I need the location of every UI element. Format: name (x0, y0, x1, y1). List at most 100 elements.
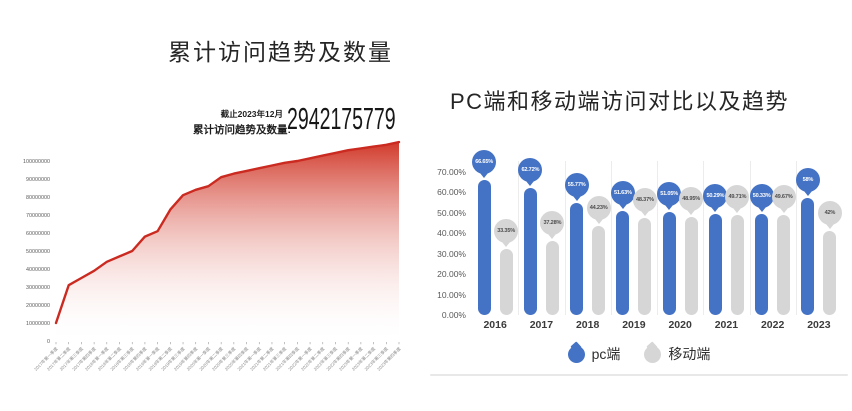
stat-label: 累计访问趋势及数量: (193, 124, 291, 136)
mobile-bar-2020 (684, 216, 698, 315)
pc-bar-2021 (708, 213, 722, 315)
bar-chart-y-axis: 70.00% 60.00% 50.00% 40.00% 30.00% 20.00% 10.0… (432, 140, 466, 321)
mobile-value-bubble-2019: 48.37% (632, 187, 657, 216)
y-axis-tick-label: 70000000 (26, 213, 50, 219)
mobile-bar-2016 (499, 248, 513, 315)
pc-bar-2018 (570, 202, 584, 315)
year-group-2020: 51.05% 48.95% (657, 140, 704, 315)
y-axis-tick-label: 80000000 (26, 195, 50, 201)
bar-y-tick-label: 50.00% (437, 207, 466, 218)
mobile-bar-column: 37.28% (540, 140, 565, 315)
bar-y-tick-label: 0.00% (441, 310, 466, 320)
year-label-2017: 2017 (529, 319, 554, 331)
mobile-value-bubble-2021: 49.71% (725, 185, 750, 214)
pc-mobile-panel: PC端和移动端访问对比以及趋势 70.00% 60.00% 50.00% 40.00%… (426, 0, 852, 411)
year-group-2022: 50.33% 49.67% (749, 140, 796, 315)
pc-bar-2022 (755, 213, 769, 315)
year-label-2022: 2022 (760, 319, 785, 331)
pc-bar-column: 51.05% (657, 140, 682, 315)
pc-bar-2017 (523, 188, 537, 315)
mobile-value-bubble-2023: 42% (817, 200, 842, 229)
cumulative-area-chart: 1000000009000000080000000700000006000000… (23, 140, 403, 372)
left-chart-title: 累计访问趋势及数量 (168, 39, 393, 65)
pc-bar-column: 55.77% (564, 140, 589, 315)
mobile-bar-2021 (730, 215, 744, 315)
year-label-2020: 2020 (668, 319, 692, 331)
bar-y-tick-label: 60.00% (437, 187, 466, 197)
pc-bar-column: 50.29% (703, 140, 728, 315)
y-axis-tick-label: 0 (47, 339, 50, 345)
mobile-bar-column: 49.71% (725, 140, 750, 315)
area-fill (56, 142, 399, 341)
bar-groups: 66.65% 33.35% 62.72% 37.28% 55.77% 44.23% 51.6… (472, 140, 842, 315)
pc-bar-column: 50.33% (749, 140, 774, 315)
year-label-2018: 2018 (575, 319, 600, 331)
pc-bar-column: 62.72% (518, 140, 543, 315)
bar-y-tick-label: 10.00% (437, 289, 466, 300)
year-group-2017: 62.72% 37.28% (518, 140, 565, 315)
pc-value-bubble-2020: 51.05% (657, 182, 682, 211)
pc-legend-marker-icon (567, 345, 585, 363)
year-label-2019: 2019 (622, 319, 646, 331)
year-group-2021: 50.29% 49.71% (703, 140, 750, 315)
mobile-bar-column: 44.23% (586, 140, 611, 315)
trend-line (54, 140, 401, 325)
pc-value-bubble-2019: 51.63% (610, 181, 635, 210)
legend-item-mobile: 移动端 (644, 344, 710, 364)
bar-y-tick-label: 70.00% (437, 166, 466, 177)
year-label-2016: 2016 (483, 319, 507, 331)
pc-mobile-bar-chart: 70.00% 60.00% 50.00% 40.00% 30.00% 20.00% 10.0… (432, 140, 846, 364)
legend-label-mobile: 移动端 (668, 346, 711, 362)
mobile-value-bubble-2017: 37.28% (540, 210, 565, 239)
bar-y-tick-label: 30.00% (437, 248, 466, 259)
mobile-bar-column: 49.67% (771, 140, 796, 315)
mobile-value-bubble-2022: 49.67% (771, 185, 796, 214)
year-label-2021: 2021 (714, 319, 739, 331)
stat-value: 2942175779 (287, 101, 396, 136)
mobile-value-bubble-2018: 44.23% (586, 196, 611, 225)
pc-bar-2016 (477, 180, 491, 315)
bar-plot-area: 70.00% 60.00% 50.00% 40.00% 30.00% 20.00% 10.0… (432, 140, 846, 321)
mobile-bar-2017 (545, 240, 559, 315)
legend: pc端 移动端 (432, 344, 846, 364)
mobile-bar-2018 (592, 226, 606, 315)
stat-labels: 截止2023年12月 累计访问趋势及数量: (193, 103, 291, 137)
mobile-value-bubble-2016: 33.35% (494, 218, 519, 247)
legend-item-pc: pc端 (567, 344, 621, 364)
mobile-bar-column: 48.95% (679, 140, 704, 315)
pc-bar-column: 58% (795, 140, 820, 315)
pc-bar-column: 66.65% (472, 140, 497, 315)
year-group-2018: 55.77% 44.23% (564, 140, 611, 315)
pc-bar-2020 (662, 212, 676, 315)
pc-value-bubble-2022: 50.33% (749, 183, 774, 212)
year-group-2023: 58% 42% (795, 140, 842, 315)
mobile-bar-2023 (823, 230, 837, 315)
pc-value-bubble-2016: 66.65% (472, 150, 497, 179)
cumulative-visits-panel: 累计访问趋势及数量 截止2023年12月 累计访问趋势及数量: 29421757… (23, 39, 403, 372)
pc-value-bubble-2021: 50.29% (703, 183, 728, 212)
pc-bar-2019 (616, 211, 630, 315)
cumulative-stat: 截止2023年12月 累计访问趋势及数量: 2942175779 (193, 101, 459, 137)
mobile-bar-2019 (638, 217, 652, 315)
pc-bar-2023 (801, 198, 815, 315)
year-group-2019: 51.63% 48.37% (610, 140, 657, 315)
bar-y-tick-label: 20.00% (437, 269, 466, 279)
right-chart-title: PC端和移动端访问对比以及趋势 (450, 89, 790, 114)
panel-bottom-edge (430, 374, 848, 376)
pc-value-bubble-2017: 62.72% (518, 158, 543, 187)
mobile-bar-2022 (777, 215, 791, 315)
y-axis-tick-label: 60000000 (26, 231, 50, 237)
asof-label: 截止2023年12月 (220, 109, 283, 119)
pc-value-bubble-2018: 55.77% (564, 172, 589, 201)
x-axis-year-labels: 2016 2017 2018 2019 2020 2021 2022 2023 (472, 319, 842, 331)
mobile-legend-marker-icon (644, 345, 662, 363)
y-axis-tick-label: 30000000 (26, 285, 50, 291)
mobile-bar-column: 48.37% (632, 140, 657, 315)
year-label-2023: 2023 (807, 319, 831, 331)
y-axis-tick-label: 20000000 (26, 303, 50, 309)
y-axis-tick-label: 50000000 (26, 249, 50, 255)
y-axis-tick-label: 100000000 (23, 159, 50, 165)
legend-label-pc: pc端 (591, 346, 621, 362)
pc-bar-column: 51.63% (610, 140, 635, 315)
